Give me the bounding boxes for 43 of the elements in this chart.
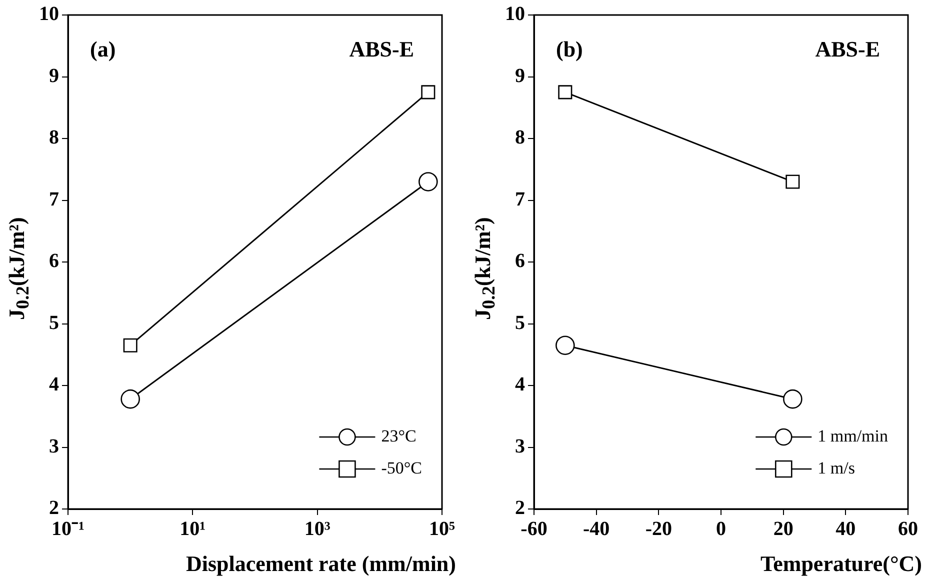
point [558, 85, 572, 100]
y-tick-label: 6 [515, 250, 525, 272]
y-tick-label: 10 [39, 3, 59, 26]
y-tick-label: 2 [49, 497, 59, 520]
annotation: (b) [556, 36, 583, 62]
x-tick-label: 10¹ [180, 518, 206, 540]
x-axis-title: Displacement rate (mm/min) [186, 551, 456, 577]
y-tick-label: 5 [515, 312, 525, 334]
point [783, 389, 802, 409]
x-tick-label: 20 [773, 518, 794, 540]
y-tick-label: 9 [515, 64, 525, 87]
legend-label: 1 m/s [818, 458, 855, 478]
y-tick-label: 7 [49, 188, 59, 210]
y-tick-label: 8 [49, 126, 59, 149]
y-tick-label: 2 [515, 497, 525, 520]
point [786, 174, 800, 189]
y-tick-label: 3 [49, 435, 59, 458]
legend-label: 23°C [381, 426, 416, 446]
x-tick-label: -40 [582, 518, 610, 540]
x-tick-label: 10⁻¹ [52, 518, 84, 540]
annotation: (a) [90, 36, 116, 62]
x-tick-label: -20 [645, 518, 672, 540]
y-tick-label: 8 [515, 126, 525, 149]
annotation: ABS-E [815, 36, 880, 62]
y-tick-label: 10 [505, 3, 525, 26]
y-tick-label: 5 [49, 312, 59, 334]
x-tick-label: 60 [898, 518, 918, 540]
y-tick-label: 6 [49, 250, 59, 272]
x-tick-label: -60 [520, 518, 548, 540]
point [556, 336, 575, 356]
x-tick-label: 0 [716, 518, 726, 540]
x-tick-label: 10³ [304, 518, 330, 540]
x-axis-title: Temperature(°C) [760, 551, 922, 577]
legend-label: 1 mm/min [818, 426, 888, 446]
y-tick-label: 9 [49, 64, 59, 87]
legend-label: -50°C [381, 458, 422, 478]
x-tick-label: 40 [836, 518, 856, 540]
annotation: ABS-E [349, 36, 414, 62]
x-tick-label: 10⁵ [429, 518, 455, 540]
y-tick-label: 3 [515, 435, 525, 458]
y-tick-label: 4 [49, 374, 59, 396]
y-tick-label: 7 [515, 188, 525, 210]
y-tick-label: 4 [515, 374, 525, 396]
